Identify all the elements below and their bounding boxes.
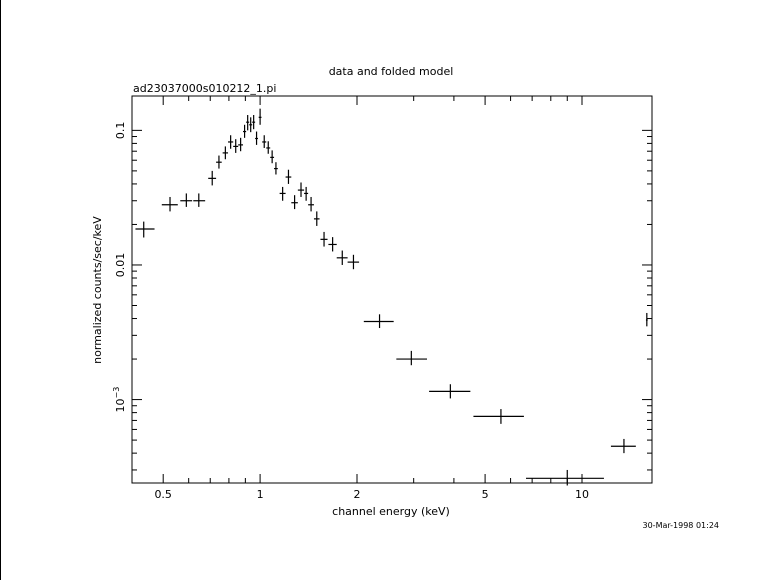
x-tick-labels: 0.5 1 2 5 10 — [154, 488, 589, 501]
data-point — [279, 186, 286, 201]
data-point — [233, 139, 239, 153]
data-point — [238, 137, 244, 152]
y-tick-label: 10−3 — [112, 387, 127, 413]
axis-ticks — [131, 96, 652, 483]
plot-timestamp: 30-Mar-1998 01:24 — [643, 521, 720, 530]
data-point — [258, 108, 262, 125]
data-point — [313, 211, 320, 226]
data-point — [255, 131, 258, 145]
data-point — [308, 196, 314, 212]
x-tick-label: 5 — [482, 488, 489, 501]
data-point — [262, 135, 267, 148]
data-point — [328, 237, 337, 252]
data-point — [193, 193, 206, 207]
data-point — [363, 314, 394, 329]
data-point — [208, 170, 217, 186]
data-point — [285, 169, 292, 184]
data-point — [243, 124, 247, 138]
y-tick-label: 0.1 — [114, 122, 127, 140]
data-point — [429, 384, 471, 399]
plot-frame — [131, 95, 653, 484]
data-point — [396, 350, 428, 366]
data-points — [135, 108, 648, 486]
data-point — [347, 254, 360, 270]
data-point — [274, 162, 278, 175]
data-point — [216, 155, 222, 169]
data-point — [336, 250, 348, 265]
x-tick-label: 0.5 — [154, 488, 172, 501]
data-point — [266, 141, 271, 154]
data-point — [473, 409, 524, 424]
data-point — [246, 115, 250, 131]
data-point — [222, 146, 229, 160]
chart-subtitle: ad23037000s010212_1.pi — [133, 82, 276, 95]
data-point — [610, 438, 636, 454]
data-point — [304, 186, 309, 201]
data-point — [526, 469, 604, 486]
data-point — [228, 135, 234, 149]
y-tick-label: 0.01 — [114, 253, 127, 278]
data-point — [161, 196, 178, 212]
data-point — [291, 195, 298, 210]
data-point — [320, 231, 328, 247]
x-tick-label: 2 — [353, 488, 360, 501]
data-point — [645, 312, 648, 327]
data-point — [135, 221, 155, 238]
x-tick-label: 10 — [575, 488, 589, 501]
data-point — [270, 150, 275, 164]
y-tick-labels: 0.1 0.01 10−3 — [112, 122, 127, 413]
x-axis-label: channel energy (keV) — [332, 505, 450, 518]
data-point — [249, 117, 253, 133]
data-point — [252, 115, 256, 130]
chart-title: data and folded model — [329, 65, 454, 78]
data-point — [297, 182, 305, 197]
data-point — [180, 193, 193, 207]
x-tick-label: 1 — [257, 488, 264, 501]
y-axis-label: normalized counts/sec/keV — [91, 216, 104, 364]
